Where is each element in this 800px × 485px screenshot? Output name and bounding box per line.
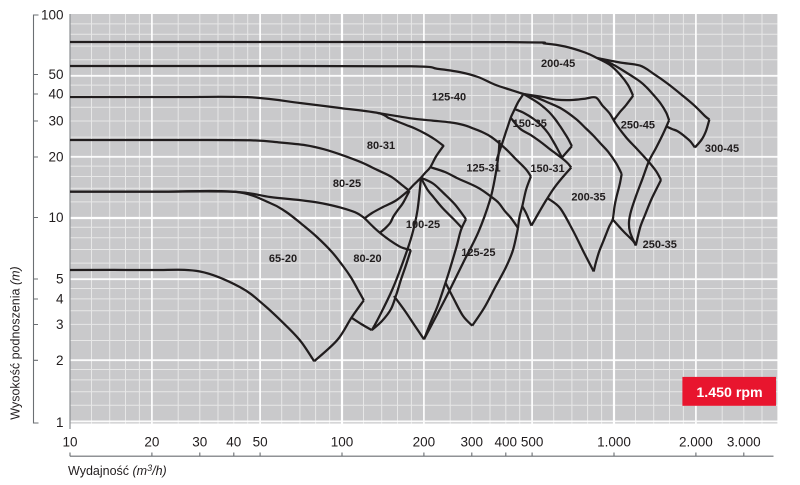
svg-text:80-31: 80-31 <box>367 140 395 152</box>
svg-text:200-35: 200-35 <box>571 192 605 204</box>
svg-text:40: 40 <box>48 87 63 102</box>
svg-text:150-31: 150-31 <box>530 163 564 175</box>
svg-text:30: 30 <box>192 434 207 449</box>
svg-text:50: 50 <box>253 434 268 449</box>
svg-text:2.000: 2.000 <box>679 434 713 449</box>
svg-text:50: 50 <box>48 67 63 82</box>
svg-text:3.000: 3.000 <box>727 434 761 449</box>
svg-text:100-25: 100-25 <box>406 219 440 231</box>
svg-text:100: 100 <box>41 7 64 22</box>
svg-text:65-20: 65-20 <box>269 253 297 265</box>
svg-text:2: 2 <box>56 353 64 368</box>
svg-text:Wysokość podnoszenia (m): Wysokość podnoszenia (m) <box>9 266 23 419</box>
svg-text:125-25: 125-25 <box>461 247 495 259</box>
svg-text:4: 4 <box>56 292 64 307</box>
svg-text:30: 30 <box>48 114 63 129</box>
svg-text:1.450 rpm: 1.450 rpm <box>696 385 762 401</box>
svg-text:300-45: 300-45 <box>705 143 739 155</box>
svg-text:1.000: 1.000 <box>597 434 631 449</box>
svg-text:200: 200 <box>413 434 436 449</box>
svg-text:125-31: 125-31 <box>466 163 500 175</box>
svg-text:1: 1 <box>56 415 64 430</box>
svg-text:200-45: 200-45 <box>541 58 575 70</box>
svg-text:80-20: 80-20 <box>353 253 381 265</box>
svg-text:80-25: 80-25 <box>333 178 361 190</box>
svg-text:5: 5 <box>56 272 64 287</box>
svg-text:100: 100 <box>331 434 354 449</box>
svg-text:20: 20 <box>144 434 159 449</box>
svg-text:300: 300 <box>461 434 484 449</box>
svg-text:400: 400 <box>495 434 518 449</box>
svg-text:20: 20 <box>48 150 63 165</box>
svg-text:150-35: 150-35 <box>513 118 547 130</box>
svg-text:Wydajność (m3/h): Wydajność (m3/h) <box>68 463 167 478</box>
svg-text:10: 10 <box>48 210 63 225</box>
svg-text:10: 10 <box>62 434 77 449</box>
svg-text:250-45: 250-45 <box>621 120 655 132</box>
svg-text:500: 500 <box>521 434 544 449</box>
svg-text:125-40: 125-40 <box>432 92 466 104</box>
svg-text:250-35: 250-35 <box>643 239 677 251</box>
svg-text:3: 3 <box>56 317 64 332</box>
svg-text:40: 40 <box>226 434 241 449</box>
